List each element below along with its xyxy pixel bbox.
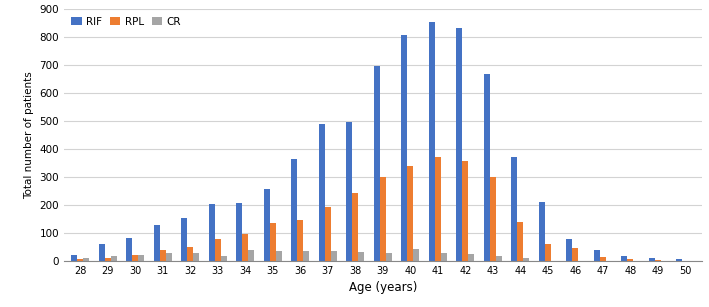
Bar [655, 259, 661, 261]
Bar [319, 124, 325, 261]
Bar [291, 159, 297, 261]
Legend: RIF, RPL, CR: RIF, RPL, CR [69, 14, 183, 29]
Bar [649, 258, 655, 261]
Bar [441, 253, 447, 261]
Bar [374, 66, 380, 261]
Bar [182, 219, 187, 261]
Bar [627, 259, 633, 261]
Bar [594, 250, 600, 261]
Bar [126, 238, 133, 261]
Bar [462, 161, 469, 261]
Bar [276, 251, 282, 261]
Bar [600, 257, 606, 261]
Bar [194, 253, 199, 261]
Bar [236, 203, 242, 261]
X-axis label: Age (years): Age (years) [349, 282, 417, 294]
Bar [187, 247, 194, 261]
Bar [676, 259, 682, 261]
Bar [84, 258, 89, 261]
Bar [105, 258, 111, 261]
Bar [380, 177, 386, 261]
Bar [413, 249, 420, 261]
Bar [429, 22, 435, 261]
Bar [242, 234, 248, 261]
Bar [208, 204, 215, 261]
Bar [545, 244, 551, 261]
Bar [435, 157, 441, 261]
Bar [160, 250, 166, 261]
Bar [511, 157, 518, 261]
Bar [221, 256, 227, 261]
Bar [490, 177, 496, 261]
Bar [77, 259, 84, 261]
Bar [346, 122, 352, 261]
Bar [518, 222, 523, 261]
Bar [154, 225, 160, 261]
Bar [358, 252, 364, 261]
Bar [270, 223, 276, 261]
Bar [408, 166, 413, 261]
Bar [484, 74, 490, 261]
Y-axis label: Total number of patients: Total number of patients [24, 71, 34, 199]
Bar [133, 255, 138, 261]
Bar [264, 189, 270, 261]
Bar [539, 202, 545, 261]
Bar [523, 258, 530, 261]
Bar [99, 244, 105, 261]
Bar [457, 28, 462, 261]
Bar [621, 256, 627, 261]
Bar [572, 248, 579, 261]
Bar [248, 250, 255, 261]
Bar [469, 254, 474, 261]
Bar [71, 255, 77, 261]
Bar [303, 251, 309, 261]
Bar [215, 239, 221, 261]
Bar [138, 255, 145, 261]
Bar [566, 239, 572, 261]
Bar [111, 256, 117, 261]
Bar [352, 193, 358, 261]
Bar [386, 253, 392, 261]
Bar [331, 251, 337, 261]
Bar [166, 253, 172, 261]
Bar [401, 35, 408, 261]
Bar [496, 256, 502, 261]
Bar [325, 207, 331, 261]
Bar [297, 220, 303, 261]
